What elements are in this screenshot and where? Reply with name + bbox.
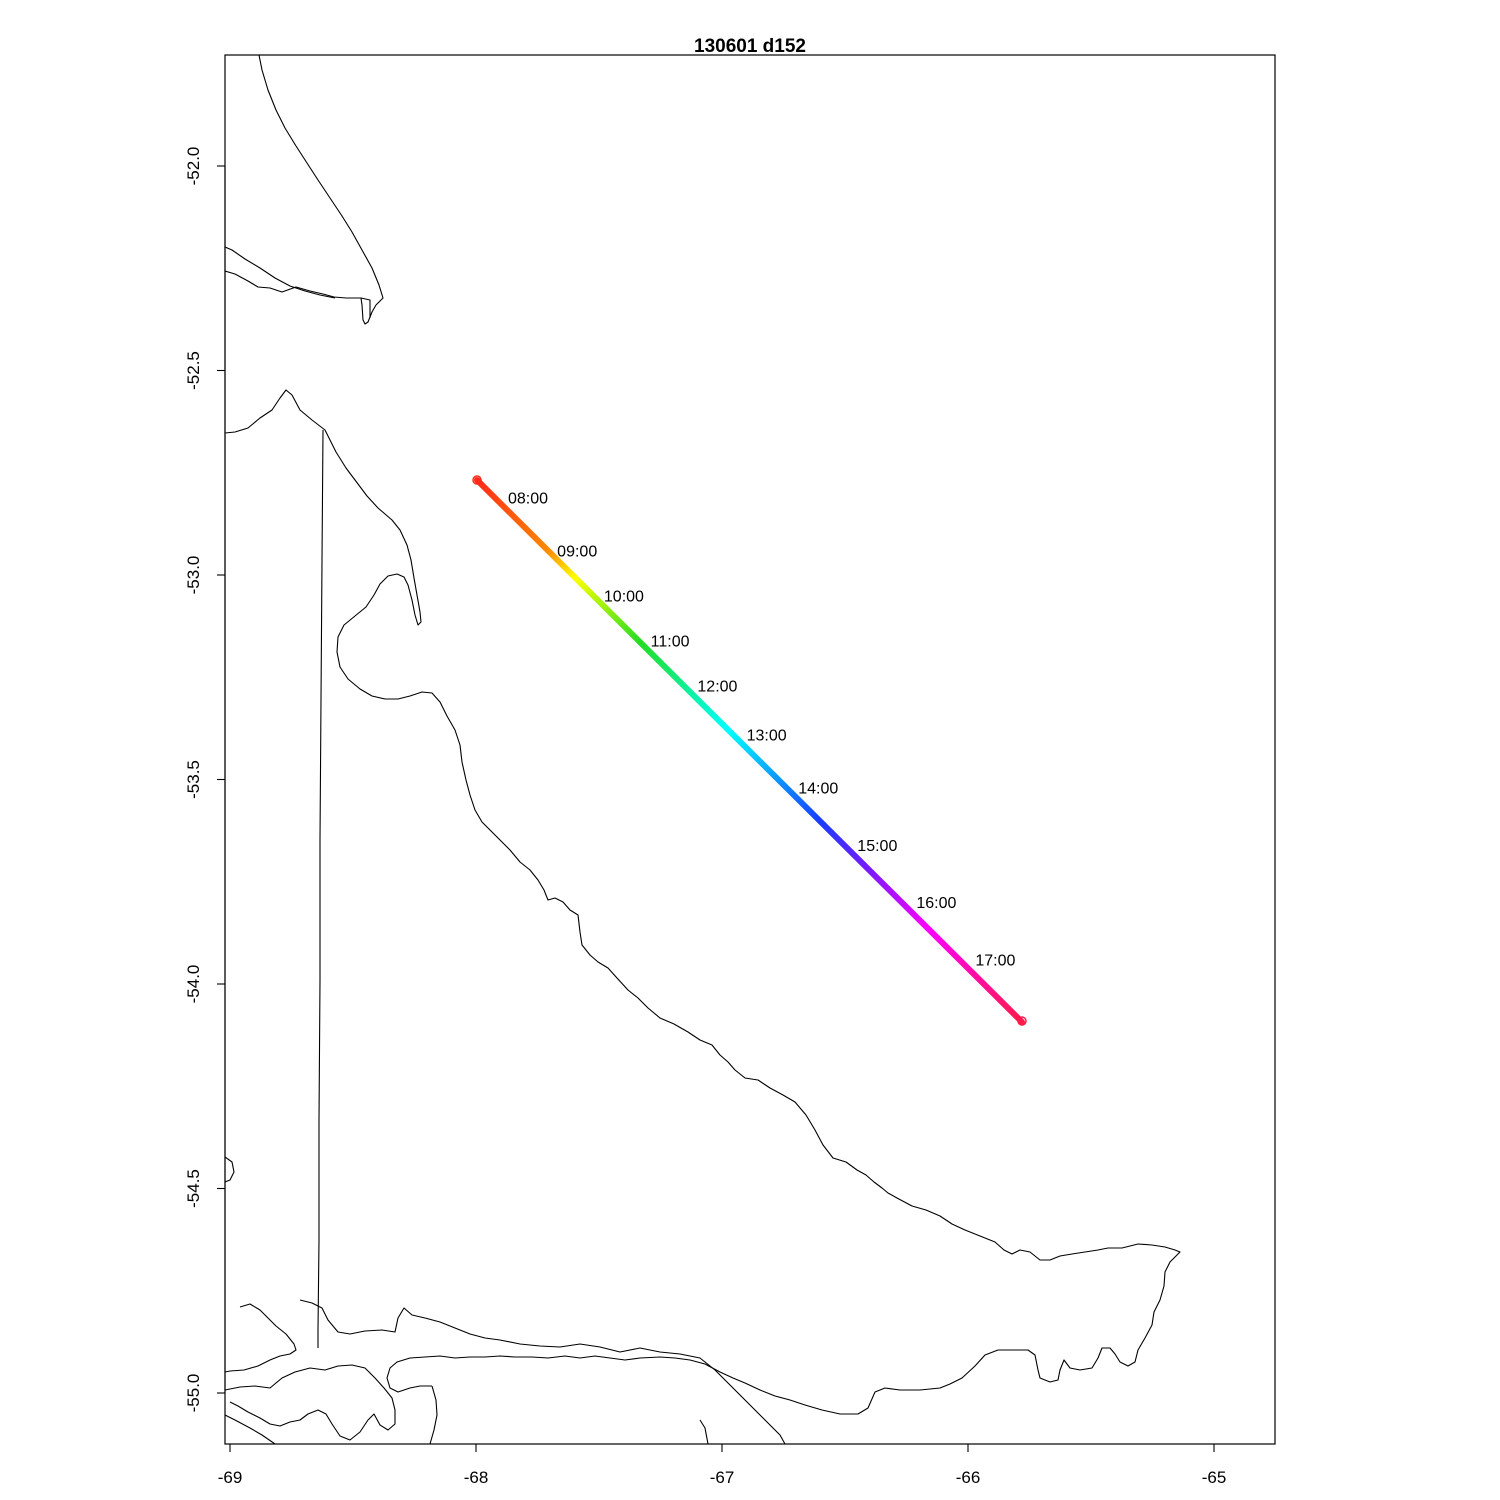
border-line (317, 429, 324, 1348)
coastline-inlet-a (429, 1385, 438, 1444)
x-axis: -69 -68 -67 -66 -65 (218, 1443, 1227, 1487)
y-tick-label: -53.0 (184, 556, 203, 595)
flight-track (472, 475, 1027, 1026)
coastline-north-peninsula (258, 55, 384, 325)
y-tick-label: -55.0 (184, 1374, 203, 1413)
coastline-hoste (225, 1414, 276, 1444)
coastline-tierra-del-fuego-north (225, 389, 1181, 1415)
time-label: 10:00 (604, 588, 644, 605)
coastline-strait-south (225, 270, 371, 318)
x-ticks: -69 -68 -67 -66 -65 (218, 1444, 1227, 1487)
time-label: 12:00 (697, 678, 737, 695)
map-title: 130601 d152 (694, 36, 806, 57)
time-label: 13:00 (747, 728, 787, 745)
time-label: 17:00 (975, 952, 1015, 969)
time-label: 16:00 (916, 895, 956, 912)
time-label: 11:00 (651, 633, 690, 650)
y-axis: -52.0 -52.5 -53.0 -53.5 -54.0 -54.5 -55.0 (184, 147, 226, 1413)
y-tick-label: -52.5 (184, 351, 203, 390)
x-tick-label: -66 (956, 1468, 981, 1487)
x-tick-label: -65 (1202, 1468, 1227, 1487)
coastlines (225, 55, 1181, 1444)
track-end-marker (1017, 1016, 1027, 1026)
time-label: 09:00 (557, 543, 597, 560)
track-line (474, 477, 1025, 1025)
time-labels: 08:00 09:00 10:00 11:00 12:00 13:00 14:00 15:00… (508, 490, 1016, 969)
time-label: 14:00 (798, 781, 838, 798)
y-tick-label: -54.5 (184, 1169, 203, 1208)
coastline-island-west (225, 1303, 297, 1373)
time-label: 15:00 (857, 838, 897, 855)
coastline-inlet-b (699, 1419, 709, 1444)
coastline-navarino (225, 1364, 396, 1441)
coastline-beagle-north (299, 1299, 786, 1444)
coastline-strait-north (225, 246, 336, 299)
y-tick-label: -53.5 (184, 760, 203, 799)
x-tick-label: -69 (218, 1468, 243, 1487)
y-tick-label: -52.0 (184, 147, 203, 186)
y-ticks: -52.0 -52.5 -53.0 -53.5 -54.0 -54.5 -55.0 (184, 147, 225, 1413)
track-start-marker (472, 475, 482, 485)
time-label: 08:00 (508, 490, 548, 507)
x-tick-label: -68 (464, 1468, 489, 1487)
y-tick-label: -54.0 (184, 965, 203, 1004)
x-tick-label: -67 (710, 1468, 735, 1487)
coastline-southern-channel (225, 1156, 235, 1183)
